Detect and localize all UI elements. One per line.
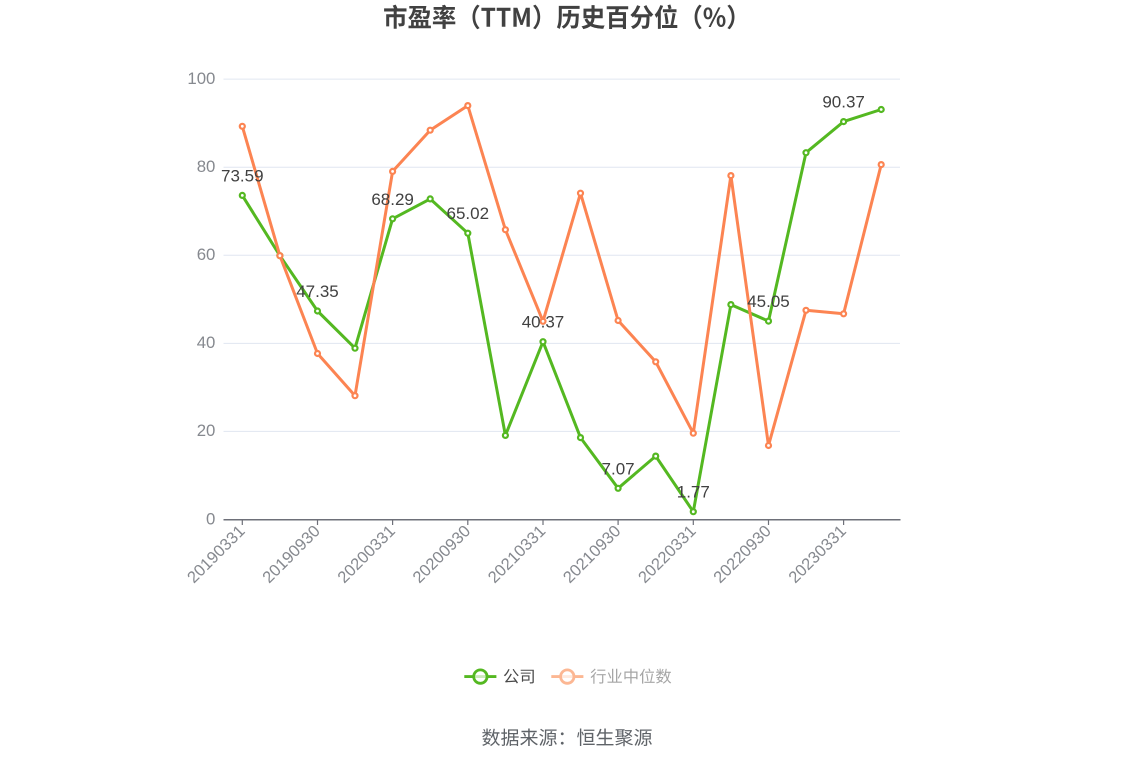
svg-text:47.35: 47.35 — [296, 282, 339, 301]
svg-text:100: 100 — [187, 69, 215, 88]
svg-text:60: 60 — [197, 245, 216, 264]
svg-text:7.07: 7.07 — [602, 459, 635, 478]
svg-text:68.29: 68.29 — [371, 190, 414, 209]
svg-text:20: 20 — [197, 421, 216, 440]
svg-text:80: 80 — [197, 157, 216, 176]
svg-text:65.02: 65.02 — [447, 204, 490, 223]
svg-text:0: 0 — [206, 509, 215, 528]
svg-text:73.59: 73.59 — [221, 166, 264, 185]
svg-text:40: 40 — [197, 333, 216, 352]
svg-text:40.37: 40.37 — [522, 313, 565, 332]
svg-text:1.77: 1.77 — [677, 483, 710, 502]
svg-text:45.05: 45.05 — [747, 292, 790, 311]
svg-text:90.37: 90.37 — [822, 93, 865, 112]
